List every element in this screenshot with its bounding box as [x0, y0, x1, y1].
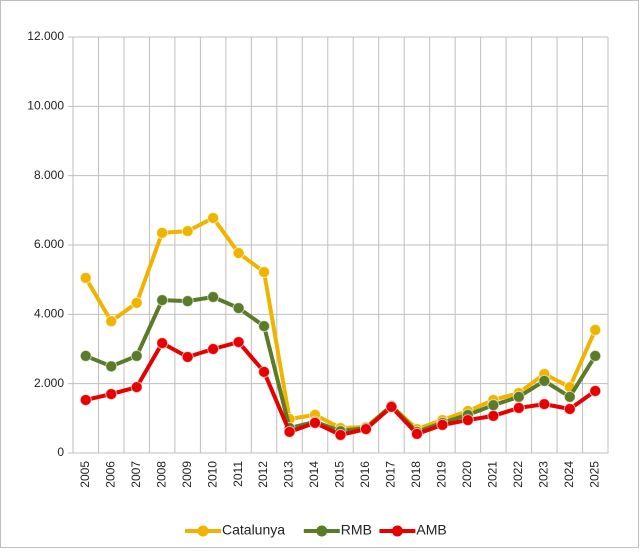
data-point	[309, 416, 322, 429]
data-point	[512, 390, 525, 403]
data-point	[461, 414, 474, 427]
x-tick-label: 2013	[282, 461, 296, 488]
data-point	[334, 428, 347, 441]
data-point	[487, 409, 500, 422]
data-point	[487, 399, 500, 412]
data-point	[436, 418, 449, 431]
y-tick-label: 0	[57, 445, 64, 459]
data-point	[589, 323, 602, 336]
data-point	[563, 390, 576, 403]
y-tick-label: 8.000	[34, 168, 64, 182]
data-point	[232, 246, 245, 259]
y-tick-label: 10.000	[27, 99, 64, 113]
data-point	[359, 423, 372, 436]
y-tick-label: 12.000	[27, 29, 64, 43]
x-tick-label: 2005	[78, 461, 92, 488]
data-point	[385, 400, 398, 413]
x-tick-label: 2016	[358, 461, 372, 488]
x-tick-label: 2021	[486, 461, 500, 488]
data-point	[589, 349, 602, 362]
data-point	[105, 388, 118, 401]
data-point	[589, 384, 602, 397]
legend-marker	[316, 525, 328, 537]
data-point	[207, 291, 220, 303]
data-point	[130, 349, 143, 362]
x-tick-label: 2009	[180, 461, 194, 488]
data-point	[105, 315, 118, 328]
x-tick-label: 2012	[256, 461, 270, 488]
x-tick-label: 2015	[333, 461, 347, 488]
data-point	[181, 225, 194, 238]
x-tick-label: 2025	[587, 461, 601, 488]
legend-marker	[197, 525, 209, 537]
legend-marker	[391, 525, 403, 537]
y-tick-label: 6.000	[34, 237, 64, 251]
data-point	[130, 381, 143, 394]
data-point	[512, 401, 525, 414]
data-point	[156, 226, 169, 239]
x-tick-label: 2006	[103, 461, 117, 488]
x-tick-label: 2024	[562, 461, 576, 488]
data-point	[258, 266, 271, 279]
data-point	[181, 350, 194, 363]
x-tick-label: 2020	[460, 461, 474, 488]
x-tick-label: 2008	[154, 461, 168, 488]
data-point	[181, 295, 194, 308]
data-point	[538, 398, 551, 411]
data-point	[156, 337, 169, 350]
x-tick-label: 2014	[307, 461, 321, 488]
x-tick-label: 2022	[511, 461, 525, 488]
legend-label: AMB	[416, 522, 446, 538]
data-point	[563, 402, 576, 415]
x-tick-label: 2023	[536, 461, 550, 488]
data-point	[538, 374, 551, 387]
data-point	[258, 320, 271, 333]
x-tick-label: 2019	[435, 461, 449, 488]
data-point	[156, 294, 169, 307]
data-point	[79, 271, 92, 284]
x-tick-label: 2011	[231, 461, 245, 487]
data-point	[232, 336, 245, 349]
x-tick-label: 2007	[129, 461, 143, 488]
data-point	[79, 349, 92, 362]
data-point	[232, 302, 245, 315]
data-point	[130, 296, 143, 309]
data-point	[207, 343, 220, 355]
data-point	[283, 425, 296, 438]
data-point	[258, 365, 271, 378]
x-tick-label: 2018	[409, 461, 423, 488]
y-tick-label: 2.000	[34, 376, 64, 390]
legend-label: Catalunya	[222, 522, 285, 538]
data-point	[105, 360, 118, 373]
legend-label: RMB	[341, 522, 372, 538]
x-tick-label: 2010	[205, 461, 219, 488]
data-point	[79, 393, 92, 406]
data-point	[410, 427, 423, 440]
x-tick-label: 2017	[384, 461, 398, 488]
y-tick-label: 4.000	[34, 307, 64, 321]
data-point	[207, 211, 220, 224]
